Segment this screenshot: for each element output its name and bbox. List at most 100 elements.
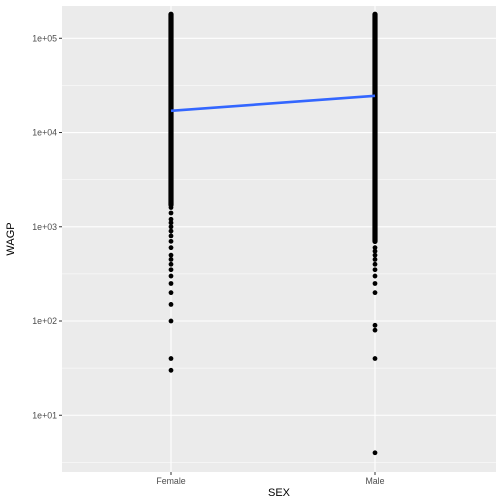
male-data-point — [372, 22, 378, 27]
female-data-point — [168, 179, 174, 185]
female-data-point — [168, 302, 174, 307]
male-data-point — [372, 16, 378, 22]
y-tick-label: 1e+03 — [32, 222, 57, 232]
female-data-point — [168, 173, 174, 178]
female-data-point — [168, 290, 174, 296]
male-data-point — [372, 322, 378, 328]
male-data-point — [372, 238, 378, 244]
male-data-point — [372, 139, 378, 145]
y-axis-title: WAGP — [5, 222, 17, 255]
trend-line — [170, 94, 376, 113]
female-data-point — [168, 144, 174, 150]
female-data-point — [168, 40, 174, 45]
female-data-point — [168, 56, 174, 62]
female-data-point — [168, 224, 174, 230]
female-data-point — [168, 367, 174, 373]
male-data-point — [372, 35, 378, 41]
male-data-point — [372, 195, 378, 201]
male-data-point — [372, 327, 378, 333]
male-data-point — [372, 73, 378, 79]
male-data-point — [372, 28, 378, 34]
female-data-point — [168, 16, 174, 22]
female-data-point — [168, 22, 174, 27]
trend-line-group — [170, 94, 376, 113]
female-data-point — [168, 162, 174, 168]
male-data-point — [372, 162, 378, 168]
female-data-point — [168, 245, 174, 251]
male-data-point — [372, 12, 378, 18]
male-data-point — [372, 151, 378, 156]
male-data-point — [372, 85, 378, 90]
female-data-point — [168, 64, 174, 70]
female-data-point — [168, 92, 174, 98]
male-data-point — [372, 130, 378, 135]
female-data-point — [168, 139, 174, 145]
male-data-point — [372, 200, 378, 206]
male-data-point — [372, 158, 378, 164]
female-data-point — [168, 101, 174, 107]
female-data-point — [168, 85, 174, 90]
female-data-point — [168, 134, 174, 140]
female-data-point — [168, 261, 174, 267]
plot-panel — [62, 6, 496, 472]
male-data-point — [372, 273, 378, 279]
male-data-point — [372, 356, 378, 361]
female-data-point — [168, 73, 174, 79]
female-data-point — [168, 216, 174, 222]
male-data-point — [372, 40, 378, 45]
y-tick-label: 1e+05 — [32, 33, 57, 43]
male-data-point — [372, 116, 378, 122]
female-data-point — [168, 151, 174, 156]
male-data-point — [372, 144, 378, 150]
female-data-point — [168, 210, 174, 216]
male-data-point — [372, 122, 378, 128]
female-data-point — [168, 167, 174, 173]
minor-gridlines — [62, 85, 496, 463]
male-data-point — [372, 290, 378, 296]
female-data-point — [168, 35, 174, 41]
male-data-point — [372, 257, 378, 262]
male-data-point — [372, 78, 378, 84]
male-data-point — [372, 179, 378, 185]
male-data-point — [372, 450, 378, 456]
female-data-point — [168, 356, 174, 361]
male-data-point — [372, 56, 378, 62]
y-tick-label: 1e+04 — [32, 128, 57, 138]
female-data-point — [168, 252, 174, 258]
male-data-point — [372, 224, 378, 230]
female-data-point — [168, 28, 174, 34]
female-data-point — [168, 78, 174, 84]
data-points — [168, 11, 378, 456]
male-data-point — [372, 45, 378, 50]
male-data-point — [372, 205, 378, 210]
x-axis: Female Male — [156, 472, 385, 486]
x-tick-label: Female — [156, 476, 185, 486]
x-axis-title: SEX — [268, 487, 291, 499]
female-data-point — [168, 190, 174, 196]
male-data-point — [372, 167, 378, 173]
male-data-point — [372, 261, 378, 267]
male-data-point — [372, 106, 378, 111]
male-data-point — [372, 134, 378, 140]
y-axis: 1e+01 1e+02 1e+03 1e+04 1e+05 — [32, 33, 62, 420]
female-data-point — [168, 110, 174, 116]
female-data-point — [168, 50, 174, 56]
x-tick-label: Male — [365, 476, 384, 486]
female-data-point — [168, 267, 174, 273]
male-data-point — [372, 252, 378, 258]
male-data-point — [372, 186, 378, 192]
female-data-point — [168, 273, 174, 279]
female-data-point — [168, 238, 174, 244]
y-tick-label: 1e+02 — [32, 316, 57, 326]
male-data-point — [372, 173, 378, 178]
female-data-point — [168, 195, 174, 201]
female-data-point — [168, 122, 174, 128]
female-data-point — [168, 228, 174, 234]
female-data-point — [168, 205, 174, 210]
y-tick-label: 1e+01 — [32, 410, 57, 420]
male-data-point — [372, 216, 378, 222]
male-data-point — [372, 233, 378, 239]
female-data-point — [168, 318, 174, 324]
female-data-point — [168, 281, 174, 286]
female-data-point — [168, 12, 174, 18]
